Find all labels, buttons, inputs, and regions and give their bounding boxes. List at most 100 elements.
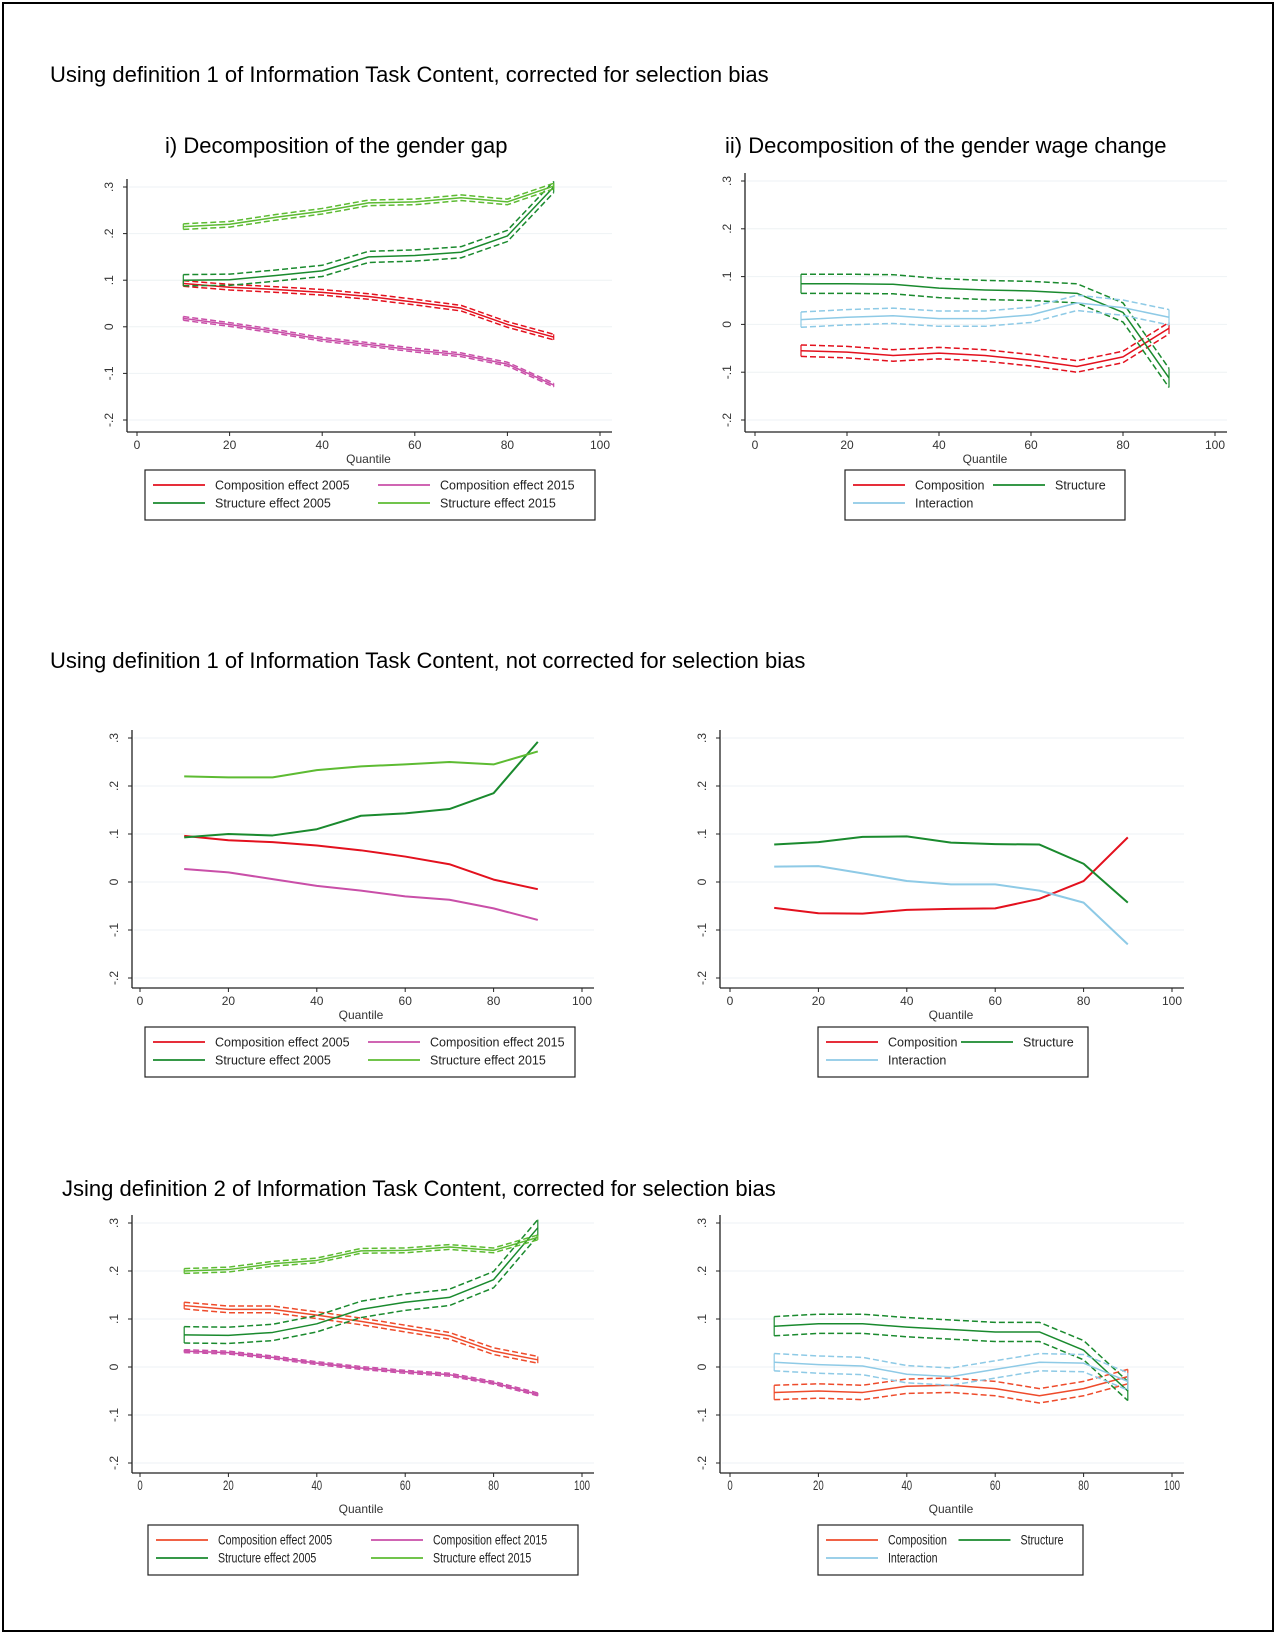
legend-label: Composition: [888, 1036, 958, 1050]
legend-item: Composition effect 2005: [153, 1036, 350, 1050]
legend-item: Composition: [826, 1036, 958, 1050]
legend-label: Structure: [1055, 479, 1106, 493]
y-tick-label: -.1: [695, 923, 709, 937]
series-line: [184, 834, 539, 891]
legend-box: [144, 469, 596, 521]
y-tick-label: -.2: [102, 413, 116, 427]
x-tick-label: 100: [590, 438, 610, 452]
legend-label: Interaction: [888, 1550, 938, 1566]
legend-label: Composition effect 2005: [215, 1036, 350, 1050]
legend-label: Composition effect 2005: [218, 1532, 332, 1548]
series-composition-effect-2005: [184, 834, 539, 891]
series-composition-effect-2015: [183, 1348, 539, 1397]
series-structure: [774, 835, 1129, 904]
x-tick-label: 20: [223, 1477, 234, 1493]
y-tick-label: .1: [720, 271, 734, 281]
series-line: [184, 1236, 539, 1272]
panel-title-left: i) Decomposition of the gender gap: [165, 133, 508, 158]
confidence-band-upper: [801, 273, 1170, 369]
y-tick-label: -.1: [107, 923, 121, 937]
series-line: [774, 835, 1129, 904]
x-tick-label: 60: [990, 1477, 1001, 1493]
legend-box: [817, 1026, 1089, 1078]
y-tick-label: -.2: [695, 1456, 709, 1470]
y-tick-label: -.1: [107, 1408, 121, 1422]
x-tick-label: 40: [932, 438, 946, 452]
x-tick-label: 0: [752, 438, 759, 452]
legend-item: Composition effect 2015: [368, 1036, 565, 1050]
legend-label: Structure: [1023, 1036, 1074, 1050]
series-line: [774, 1323, 1129, 1392]
y-tick-label: .2: [102, 228, 116, 238]
confidence-band-lower: [774, 1332, 1129, 1402]
x-axis-title: Quantile: [339, 1502, 384, 1516]
confidence-band-upper: [184, 1301, 538, 1358]
series-structure-effect-2015: [183, 1234, 539, 1275]
y-tick-label: .3: [720, 176, 734, 186]
x-tick-label: 20: [222, 994, 236, 1008]
series-line: [184, 750, 539, 779]
legend-label: Structure effect 2015: [430, 1054, 546, 1068]
series-interaction: [773, 1352, 1129, 1391]
series-line: [774, 1375, 1128, 1397]
legend-item: Structure effect 2005: [153, 497, 331, 511]
y-tick-label: -.1: [695, 1408, 709, 1422]
series-line: [184, 741, 539, 839]
legend-item: Structure effect 2015: [378, 497, 556, 511]
confidence-band-lower: [183, 319, 555, 388]
legend: Composition effect 2005 Composition effec…: [144, 1026, 576, 1078]
confidence-band-upper: [184, 1219, 539, 1328]
legend-box: [817, 1524, 1084, 1576]
x-tick-label: 20: [813, 1477, 824, 1493]
legend-label: Composition effect 2005: [215, 479, 350, 493]
x-tick-label: 100: [1205, 438, 1225, 452]
confidence-band-lower: [184, 1235, 539, 1345]
y-tick-label: .1: [102, 275, 116, 285]
series-structure-effect-2015: [184, 750, 539, 779]
confidence-band-lower: [800, 309, 1170, 329]
y-tick-label: -.1: [720, 365, 734, 379]
legend-item: Composition effect 2015: [371, 1532, 547, 1548]
series-composition-effect-2015: [182, 315, 555, 388]
confidence-band-upper: [774, 1352, 1129, 1374]
legend-label: Composition: [915, 479, 985, 493]
confidence-band-upper: [184, 1234, 539, 1270]
legend: Composition effect 2005 Composition effec…: [144, 469, 596, 521]
legend-item: Composition effect 2005: [156, 1532, 332, 1548]
series-line: [774, 865, 1129, 946]
x-tick-label: 80: [1116, 438, 1130, 452]
x-axis-title: Quantile: [346, 452, 391, 466]
legend-item: Structure effect 2015: [368, 1054, 546, 1068]
confidence-band-lower: [801, 292, 1170, 388]
confidence-band-lower: [184, 1308, 538, 1364]
legend-item: Structure: [993, 479, 1106, 493]
y-tick-label: -.2: [107, 971, 121, 985]
confidence-band-upper: [183, 279, 554, 335]
legend-item: Composition effect 2005: [153, 479, 350, 493]
x-tick-label: 60: [989, 994, 1003, 1008]
y-tick-label: 0: [720, 321, 734, 328]
y-tick-label: -.1: [102, 366, 116, 380]
series-structure: [800, 273, 1170, 388]
legend-label: Structure effect 2005: [215, 497, 331, 511]
series-line: [801, 283, 1170, 379]
x-tick-label: 100: [1162, 994, 1182, 1008]
x-tick-label: 20: [223, 438, 237, 452]
y-tick-label: .3: [695, 733, 709, 743]
series-composition: [800, 321, 1170, 373]
legend-label: Interaction: [915, 497, 973, 511]
section-title-1: Using definition 1 of Information Task C…: [50, 62, 769, 87]
section-title-2: Using definition 1 of Information Task C…: [50, 648, 806, 673]
x-tick-label: 40: [901, 1477, 912, 1493]
legend-label: Composition effect 2015: [430, 1036, 565, 1050]
series-interaction: [800, 294, 1170, 329]
x-tick-label: 80: [487, 994, 501, 1008]
legend-label: Structure effect 2005: [215, 1054, 331, 1068]
legend-label: Structure effect 2015: [440, 497, 556, 511]
y-tick-label: .2: [695, 1266, 709, 1276]
confidence-band-lower: [800, 333, 1170, 373]
x-tick-label: 0: [727, 994, 734, 1008]
series-structure-effect-2005: [184, 741, 539, 839]
